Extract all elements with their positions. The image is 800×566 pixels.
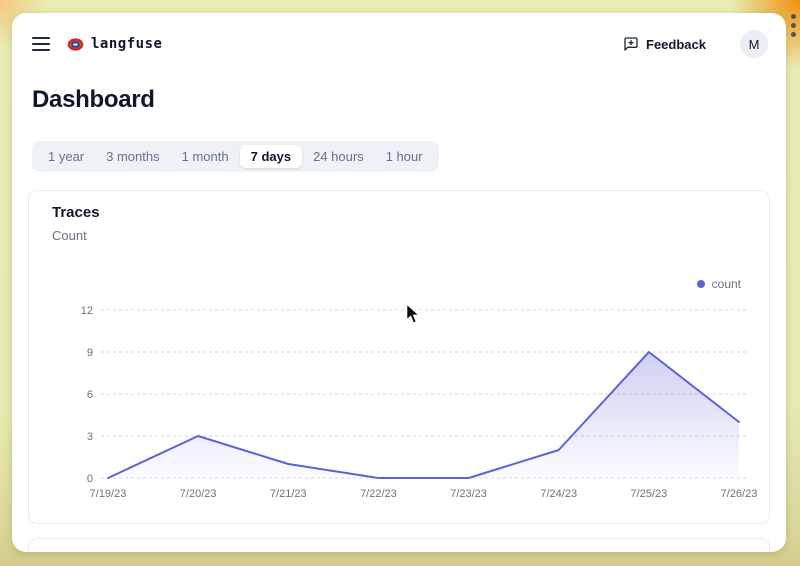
- traces-card: Traces Count count 0 3 6 9 12 7/19/23 7/20/23…: [28, 190, 770, 524]
- card-title: Traces: [52, 204, 100, 221]
- y-tick-label: 9: [87, 347, 93, 359]
- card-subtitle: Count: [52, 228, 87, 243]
- message-square-plus-icon: [624, 37, 638, 51]
- legend-label: count: [711, 277, 741, 291]
- feedback-button[interactable]: Feedback: [615, 30, 714, 58]
- app-window: langfuse Feedback M Dashboard 1 year 3 mo…: [12, 13, 786, 552]
- tab-1-month[interactable]: 1 month: [171, 145, 240, 168]
- tab-3-months[interactable]: 3 months: [95, 145, 170, 168]
- tab-1-year[interactable]: 1 year: [37, 145, 95, 168]
- next-card-partial: [28, 538, 770, 552]
- tab-7-days[interactable]: 7 days: [239, 145, 303, 168]
- legend-dot-icon: [696, 280, 705, 288]
- tab-24-hours[interactable]: 24 hours: [302, 145, 375, 168]
- y-tick-label: 6: [87, 389, 93, 401]
- feedback-label: Feedback: [646, 36, 706, 52]
- x-tick-label: 7/19/23: [90, 488, 127, 500]
- x-tick-label: 7/24/23: [540, 488, 577, 500]
- tab-1-hour[interactable]: 1 hour: [375, 145, 434, 168]
- avatar[interactable]: M: [740, 30, 768, 58]
- chart-line: [107, 351, 740, 479]
- y-tick-label: 12: [81, 305, 93, 317]
- grip-dot-icon: [791, 23, 796, 28]
- chart-legend: count: [696, 277, 741, 291]
- y-tick-label: 3: [87, 431, 93, 443]
- x-tick-label: 7/22/23: [360, 488, 397, 500]
- menu-icon[interactable]: [32, 37, 50, 51]
- y-tick-label: 0: [87, 473, 93, 485]
- x-tick-label: 7/21/23: [270, 488, 307, 500]
- avatar-initial: M: [748, 36, 760, 52]
- langfuse-knot-icon: [67, 37, 84, 51]
- x-tick-label: 7/20/23: [180, 488, 217, 500]
- brand-name: langfuse: [91, 36, 163, 52]
- chart-area-fill: [108, 352, 739, 478]
- brand-logo[interactable]: langfuse: [67, 36, 162, 53]
- grip-dot-icon: [791, 14, 796, 19]
- x-tick-label: 7/23/23: [450, 488, 487, 500]
- x-tick-label: 7/26/23: [721, 488, 758, 500]
- time-range-tabs: 1 year 3 months 1 month 7 days 24 hours 1 hou…: [32, 141, 439, 172]
- grip-dot-icon: [791, 32, 796, 37]
- page-title: Dashboard: [32, 86, 155, 113]
- x-tick-label: 7/25/23: [631, 488, 668, 500]
- top-navbar: langfuse Feedback M: [32, 29, 768, 59]
- traces-area-chart: 0 3 6 9 12 7/19/23 7/20/23 7/21/23 7/22/23 7/23/…: [81, 305, 758, 500]
